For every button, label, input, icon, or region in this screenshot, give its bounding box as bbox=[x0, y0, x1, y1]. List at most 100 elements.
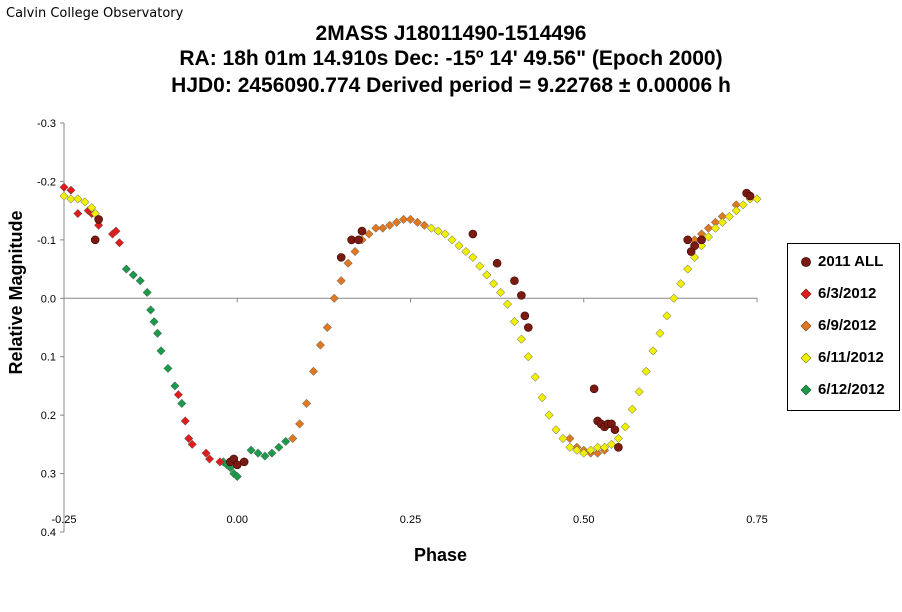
data-point bbox=[149, 317, 159, 327]
legend-item-6-12-2012: 6/12/2012 bbox=[800, 381, 885, 398]
data-point bbox=[461, 246, 471, 257]
data-point bbox=[399, 214, 409, 224]
x-tick-label: -0.25 bbox=[51, 514, 76, 526]
data-point bbox=[135, 276, 145, 286]
data-point bbox=[232, 471, 242, 482]
data-point bbox=[520, 311, 530, 321]
data-point bbox=[516, 334, 526, 344]
data-point bbox=[156, 346, 166, 356]
data-point bbox=[350, 246, 360, 257]
x-tick-label: 0.00 bbox=[227, 514, 248, 526]
data-point bbox=[173, 390, 183, 400]
data-point bbox=[94, 215, 103, 224]
data-point bbox=[523, 352, 533, 362]
data-point bbox=[357, 226, 367, 236]
data-point bbox=[517, 291, 526, 300]
data-point bbox=[683, 235, 693, 245]
data-point bbox=[142, 287, 152, 297]
data-point bbox=[690, 241, 699, 250]
data-point bbox=[440, 229, 450, 239]
data-point bbox=[738, 200, 748, 210]
data-point bbox=[593, 442, 603, 452]
data-point bbox=[301, 398, 312, 409]
axis-labels: Phase Relative Magnitude bbox=[6, 210, 467, 565]
data-point bbox=[90, 235, 100, 245]
chart-title-object: 2MASS J18011490-1514496 bbox=[315, 22, 587, 45]
data-point bbox=[447, 235, 457, 245]
data-point bbox=[752, 194, 762, 204]
data-point bbox=[336, 276, 346, 286]
data-point bbox=[405, 214, 416, 224]
data-point bbox=[641, 366, 651, 376]
data-point bbox=[489, 279, 499, 289]
data-point bbox=[121, 264, 131, 274]
data-point bbox=[295, 419, 305, 429]
y-tick-label: 0.2 bbox=[41, 410, 56, 422]
data-point bbox=[572, 445, 582, 455]
data-point bbox=[239, 457, 249, 467]
data-point bbox=[281, 436, 291, 446]
legend-label: 6/12/2012 bbox=[818, 381, 885, 398]
data-point bbox=[343, 258, 353, 268]
legend-item-6-3-2012: 6/3/2012 bbox=[800, 285, 876, 302]
data-point bbox=[378, 223, 388, 233]
y-axis-title: Relative Magnitude bbox=[6, 210, 26, 374]
data-point bbox=[114, 238, 124, 248]
legend-item-6-11-2012: 6/11/2012 bbox=[800, 349, 884, 366]
data-point bbox=[662, 311, 672, 321]
data-point bbox=[509, 317, 520, 327]
data-point bbox=[589, 384, 599, 394]
data-point bbox=[170, 381, 180, 391]
data-point bbox=[586, 445, 596, 455]
data-point bbox=[322, 322, 332, 333]
data-point bbox=[433, 226, 443, 236]
data-point bbox=[308, 366, 319, 376]
data-point bbox=[669, 293, 679, 303]
data-point bbox=[510, 276, 519, 286]
data-point bbox=[215, 457, 225, 467]
data-point bbox=[253, 448, 263, 458]
y-tick-label: 0.1 bbox=[41, 352, 56, 364]
data-point bbox=[558, 433, 568, 444]
data-point bbox=[551, 425, 561, 435]
data-point bbox=[648, 346, 658, 356]
data-point bbox=[260, 451, 270, 461]
data-point bbox=[731, 206, 741, 216]
data-point bbox=[620, 422, 630, 432]
data-point bbox=[475, 261, 485, 271]
x-axis-title: Phase bbox=[414, 545, 467, 565]
data-point bbox=[59, 191, 69, 201]
chart-title-period: HJD0: 2456090.774 Derived period = 9.227… bbox=[171, 74, 731, 97]
data-point bbox=[246, 445, 256, 455]
data-point bbox=[274, 442, 284, 452]
y-tick-label: 0.3 bbox=[41, 469, 56, 481]
data-point bbox=[724, 211, 734, 222]
legend-label: 6/3/2012 bbox=[818, 285, 877, 302]
data-point bbox=[482, 270, 492, 280]
data-point bbox=[565, 442, 575, 452]
data-point bbox=[184, 433, 194, 444]
data-point bbox=[613, 433, 623, 444]
y-tick-label: 0.4 bbox=[41, 527, 56, 539]
plot-axes: -0.3 -0.2 -0.1 0.0 0.1 0.2 0.3 0.4-0.25 0.00 0.25… bbox=[37, 118, 768, 539]
data-point bbox=[94, 220, 104, 230]
data-point bbox=[73, 194, 83, 204]
data-point bbox=[710, 223, 720, 233]
data-point bbox=[454, 241, 464, 251]
data-point bbox=[655, 328, 665, 338]
data-point bbox=[66, 185, 76, 195]
data-point bbox=[530, 372, 540, 382]
data-point bbox=[187, 439, 197, 449]
data-point bbox=[163, 363, 173, 373]
x-tick-label: 0.25 bbox=[400, 514, 421, 526]
data-point bbox=[419, 220, 429, 230]
data-point bbox=[697, 235, 706, 245]
data-point bbox=[73, 209, 83, 219]
legend-label: 2011 ALL bbox=[818, 253, 884, 270]
data-point bbox=[336, 253, 346, 262]
data-point bbox=[315, 340, 325, 350]
data-point bbox=[610, 425, 620, 435]
data-point bbox=[468, 229, 478, 239]
x-tick-label: 0.50 bbox=[573, 514, 594, 526]
data-point bbox=[579, 448, 589, 458]
